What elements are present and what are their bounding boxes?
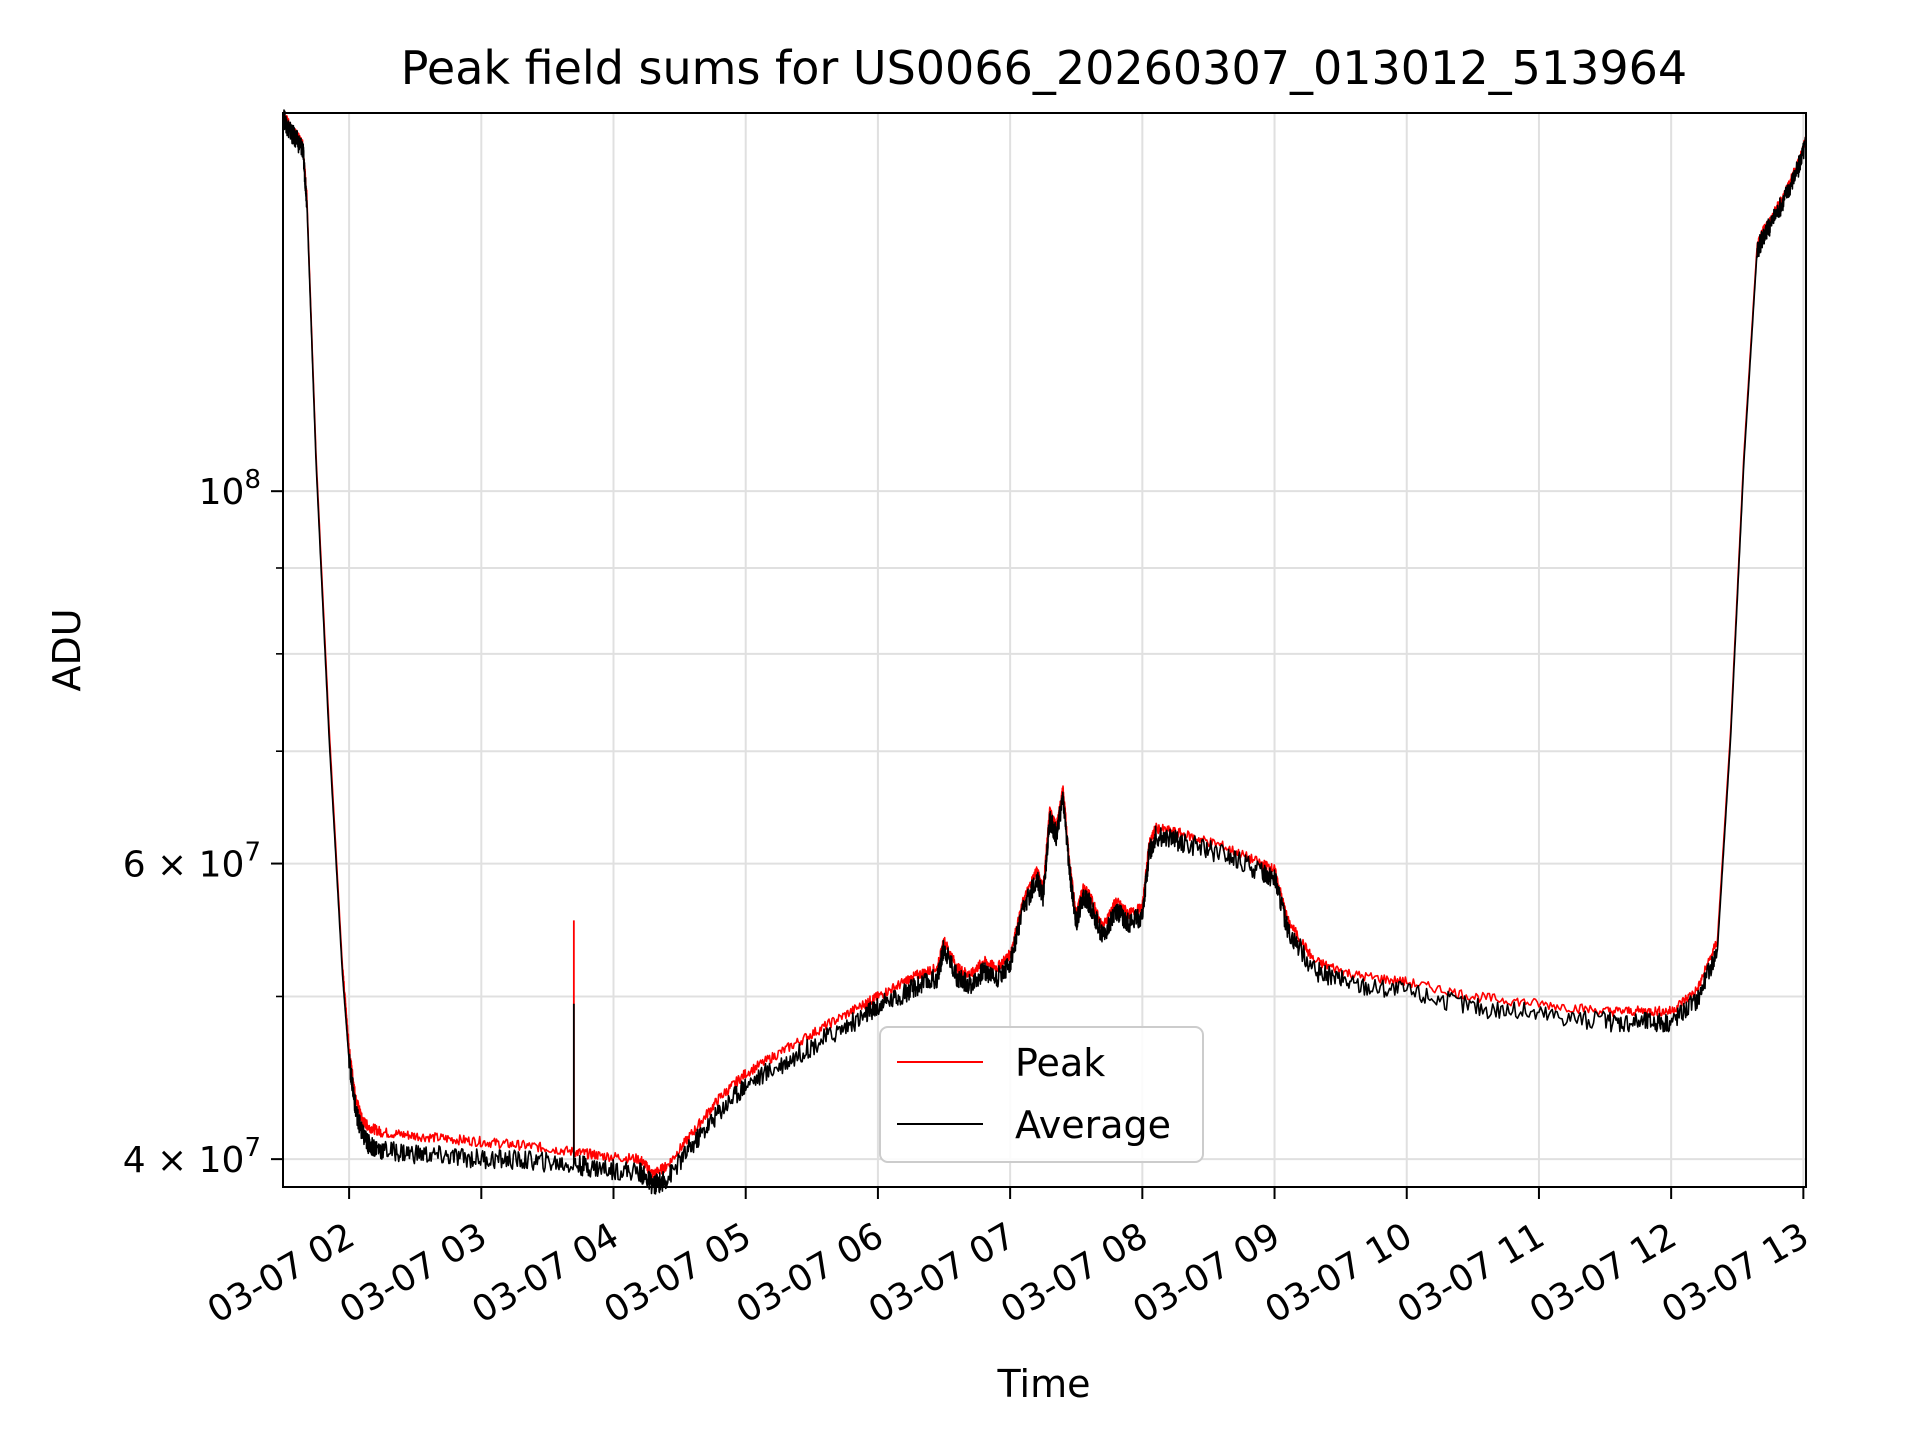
series-line-average <box>282 109 1807 1195</box>
y-tick-mantissa: 4 <box>123 1140 146 1181</box>
y-tick-exponent: 7 <box>244 838 261 868</box>
y-tick-times: × 10 <box>146 1140 245 1181</box>
y-tick-label: 6 × 107 <box>123 838 261 886</box>
legend-label-peak: Peak <box>1015 1041 1105 1085</box>
y-tick-label: 108 <box>199 465 261 513</box>
y-tick-base: 10 <box>199 472 245 513</box>
series-layer <box>282 109 1807 1195</box>
legend-box <box>879 1026 1204 1163</box>
legend-label-average: Average <box>1015 1103 1171 1147</box>
y-tick-mantissa: 6 <box>123 845 146 886</box>
legend: Peak Average <box>879 1026 1204 1163</box>
chart-title: Peak field sums for US0066_20260307_0130… <box>401 41 1687 95</box>
y-tick-exponent: 8 <box>244 465 261 495</box>
y-tick-times: × 10 <box>146 845 245 886</box>
axes-frame <box>282 112 1807 1188</box>
x-axis-label: Time <box>997 1362 1091 1406</box>
y-tick-label: 4 × 107 <box>123 1133 261 1181</box>
y-tick-exponent: 7 <box>244 1133 261 1163</box>
y-axis-label: ADU <box>45 608 89 691</box>
